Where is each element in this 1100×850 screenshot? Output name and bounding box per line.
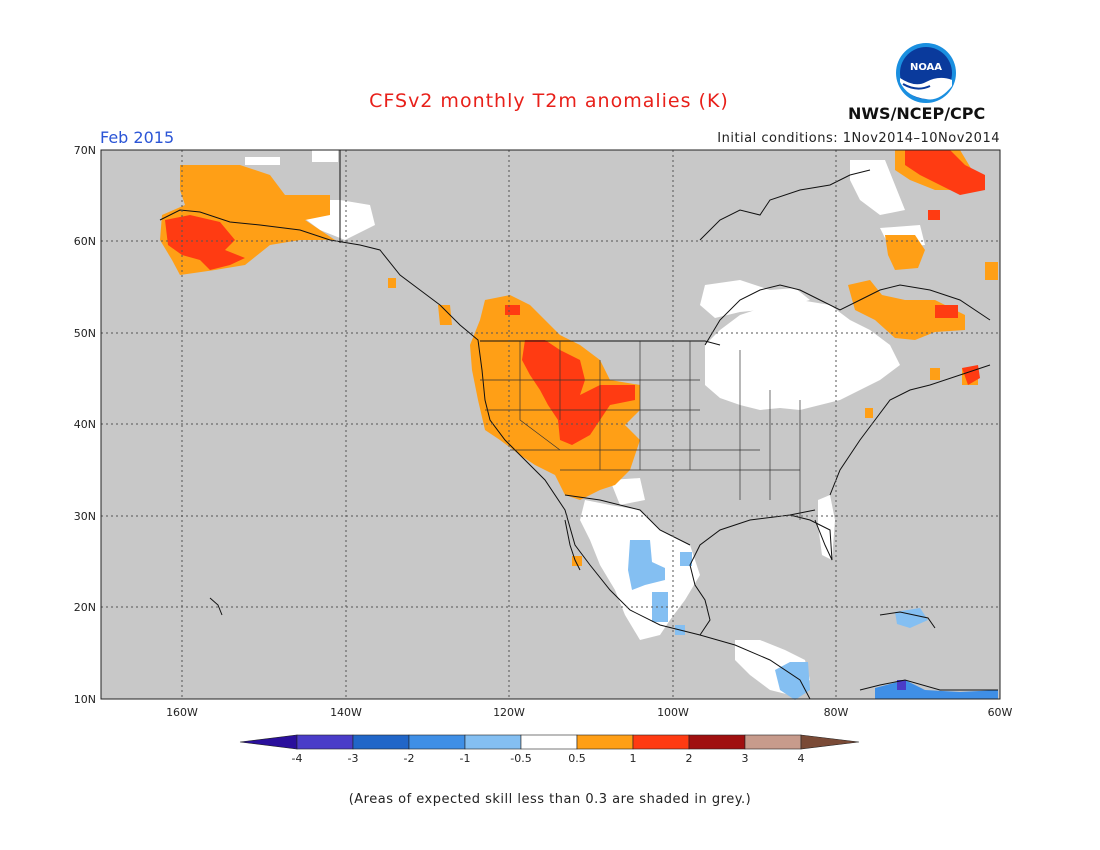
lat-label: 60N	[74, 235, 96, 248]
legend-tick-label: -0.5	[510, 752, 531, 765]
patch-orange-quebec	[848, 280, 965, 340]
patch-white-texas	[610, 478, 645, 505]
map-title: CFSv2 monthly T2m anomalies (K)	[369, 90, 729, 112]
legend-tick-label: -3	[348, 752, 359, 765]
lat-label: 20N	[74, 601, 96, 614]
lon-label: 100W	[657, 706, 689, 719]
legend-swatch	[520, 734, 578, 750]
legend-tick-label: 2	[686, 752, 693, 765]
logo-text: NOAA	[910, 62, 942, 73]
patch-white-ne-canada	[850, 160, 925, 248]
patch-white-greatlakes	[705, 300, 900, 410]
lon-labels: 160W 140W 120W 100W 80W 60W	[166, 706, 1012, 719]
lon-label: 160W	[166, 706, 198, 719]
legend-tick-label: 4	[798, 752, 805, 765]
lat-label: 30N	[74, 510, 96, 523]
legend-swatch	[352, 734, 410, 750]
patch-orange-labrador	[885, 235, 998, 280]
legend-tick-label: 0.5	[568, 752, 586, 765]
legend-tick-label: -2	[404, 752, 415, 765]
color-legend: -4 -3 -2 -1 -0.5 0.5 1 2 3 4	[239, 734, 860, 765]
legend-tick-label: -4	[292, 752, 303, 765]
legend-tick-label: 1	[630, 752, 637, 765]
patch-white-arctic	[245, 150, 338, 165]
coastlines	[159, 150, 998, 700]
patch-red-rockies	[522, 340, 635, 445]
patch-lightblue-mexico	[628, 540, 692, 635]
lon-label: 80W	[824, 706, 849, 719]
footnote: (Areas of expected skill less than 0.3 a…	[348, 792, 752, 807]
anomaly-patches	[160, 150, 998, 700]
legend-swatch	[296, 734, 354, 750]
noaa-logo-icon: NOAA	[896, 43, 956, 103]
patch-white-hudson	[700, 280, 810, 318]
patch-orange-bc-coast	[388, 278, 452, 325]
legend-tick-label: 3	[742, 752, 749, 765]
patch-red-alaska	[165, 215, 245, 270]
lon-label: 60W	[988, 706, 1013, 719]
legend-swatch	[632, 734, 690, 750]
patch-red-bc	[505, 305, 520, 315]
lat-label: 70N	[74, 144, 96, 157]
lon-label: 140W	[330, 706, 362, 719]
legend-arrow-high	[800, 734, 860, 750]
legend-swatch	[688, 734, 746, 750]
lat-label: 10N	[74, 693, 96, 706]
legend-swatch	[464, 734, 522, 750]
organization-label: NWS/NCEP/CPC	[848, 104, 986, 123]
legend-swatch	[744, 734, 802, 750]
patch-lightblue-ca	[775, 662, 810, 700]
legend-swatch	[576, 734, 634, 750]
patch-red-quebec	[928, 210, 958, 318]
patch-red-greenland	[905, 150, 985, 195]
legend-swatch	[408, 734, 466, 750]
lat-labels: 70N 60N 50N 40N 30N 20N 10N	[74, 144, 96, 706]
gridlines	[101, 150, 1000, 699]
lat-label: 50N	[74, 327, 96, 340]
lat-label: 40N	[74, 418, 96, 431]
lon-label: 120W	[493, 706, 525, 719]
initial-conditions-label: Initial conditions: 1Nov2014–10Nov2014	[717, 131, 1000, 146]
month-label: Feb 2015	[100, 128, 175, 147]
patch-darkblue-sa	[897, 680, 906, 690]
legend-tick-label: -1	[460, 752, 471, 765]
state-borders	[480, 341, 801, 520]
legend-arrow-low	[239, 734, 298, 750]
